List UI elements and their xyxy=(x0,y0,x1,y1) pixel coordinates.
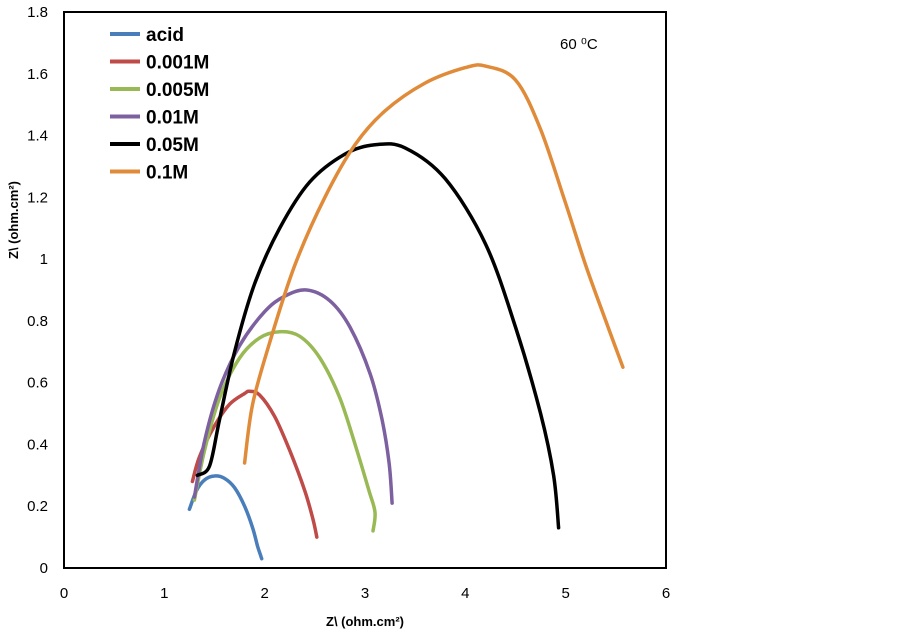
temperature-annotation: 60 ⁰C xyxy=(560,36,598,53)
series-line-001m xyxy=(192,288,394,505)
series-line-0005m xyxy=(192,329,377,533)
y-tick-label: 0.4 xyxy=(27,436,48,453)
x-tick-label: 2 xyxy=(260,585,268,602)
y-tick-label: 1.4 xyxy=(27,128,48,145)
x-axis-ticks: 0 1 2 3 4 5 6 xyxy=(60,585,670,602)
x-tick-label: 1 xyxy=(160,585,168,602)
legend-label: 0.1M xyxy=(146,163,188,184)
x-axis-title: Z\ (ohm.cm²) xyxy=(326,614,404,629)
y-tick-label: 1.8 xyxy=(27,4,48,21)
series-line-005m xyxy=(195,142,561,530)
y-tick-label: 0.2 xyxy=(27,498,48,515)
legend-label: 0.001M xyxy=(146,53,209,74)
series-layer xyxy=(187,63,625,561)
x-tick-label: 6 xyxy=(662,585,670,602)
y-axis-ticks: 0 0.2 0.4 0.6 0.8 1 1.2 1.4 1.6 1.8 xyxy=(27,4,48,577)
series-line-acid xyxy=(187,474,264,561)
y-tick-label: 0 xyxy=(40,560,48,577)
x-tick-label: 5 xyxy=(561,585,569,602)
legend-label: 0.005M xyxy=(146,80,209,101)
y-tick-label: 1 xyxy=(40,251,48,268)
y-tick-label: 1.6 xyxy=(27,66,48,83)
y-axis-title: Z\ (ohm.cm²) xyxy=(6,181,21,259)
series-line-01m xyxy=(242,63,625,465)
x-tick-label: 4 xyxy=(461,585,469,602)
legend-label: acid xyxy=(146,25,184,46)
y-tick-label: 0.6 xyxy=(27,375,48,392)
legend: acid 0.001M 0.005M 0.01M 0.05M 0.1M xyxy=(110,25,209,184)
legend-label: 0.01M xyxy=(146,108,199,129)
x-tick-label: 0 xyxy=(60,585,68,602)
y-tick-label: 0.8 xyxy=(27,313,48,330)
legend-label: 0.05M xyxy=(146,135,199,156)
x-tick-label: 3 xyxy=(361,585,369,602)
y-tick-label: 1.2 xyxy=(27,189,48,206)
